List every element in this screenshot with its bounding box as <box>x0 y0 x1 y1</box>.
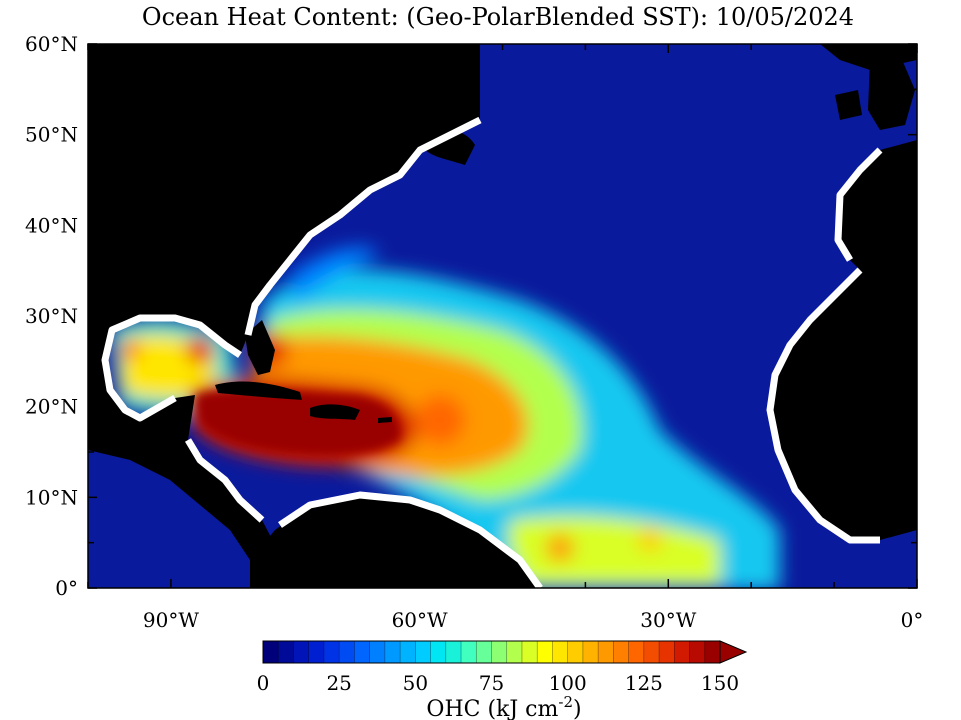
colorbar-swatch <box>293 641 310 663</box>
lat-tick-label: 40°N <box>25 213 78 237</box>
map-axes: 60°N 50°N 40°N 30°N 20°N 10°N 0° 90°W 60°W 30°W 0° <box>25 32 923 632</box>
colorbar-swatch <box>613 641 629 663</box>
lat-tick-label: 20°N <box>25 395 78 419</box>
colorbar-swatch <box>506 641 523 663</box>
colorbar-swatch <box>674 641 690 663</box>
colorbar-swatch <box>659 641 675 663</box>
colorbar-swatch <box>521 641 538 663</box>
colorbar-tick-label: 0 <box>257 671 270 695</box>
colorbar-swatch <box>491 641 508 663</box>
colorbar-swatch <box>689 641 706 663</box>
map-area <box>88 44 917 588</box>
colorbar-swatch <box>430 641 447 663</box>
colorbar-swatch <box>476 641 492 663</box>
colorbar-swatch <box>354 641 371 663</box>
colorbar-swatch <box>278 641 294 663</box>
colorbar-swatch <box>384 641 401 663</box>
unit-main: OHC (kJ cm <box>426 697 558 720</box>
colorbar-swatch <box>415 641 431 663</box>
colorbar-swatch <box>369 641 386 663</box>
colorbar-tick-label: 125 <box>625 671 663 695</box>
colorbar-swatch <box>461 641 477 663</box>
colorbar-swatch <box>552 641 569 663</box>
land-masses <box>88 44 917 588</box>
colorbar-tick-label: 25 <box>326 671 351 695</box>
lon-tick-label: 90°W <box>143 608 199 632</box>
colorbar-swatch <box>339 641 355 663</box>
colorbar-swatch <box>582 641 599 663</box>
coastal-nodata <box>101 116 883 588</box>
colorbar-tick-label: 150 <box>701 671 739 695</box>
map-title: Ocean Heat Content: (Geo-PolarBlended SS… <box>142 3 854 31</box>
colorbar-swatch <box>628 641 645 663</box>
lon-tick-label: 60°W <box>392 608 448 632</box>
unit-exponent: -2 <box>558 693 573 711</box>
colorbar: 0 25 50 75 100 125 150 <box>257 640 748 695</box>
colorbar-swatch <box>567 641 584 663</box>
colorbar-swatch <box>308 641 325 663</box>
colorbar-overflow-arrow <box>719 640 748 664</box>
colorbar-swatch <box>704 641 721 663</box>
ohc-core <box>195 389 401 457</box>
colorbar-unit-label: OHC (kJ cm-2) <box>426 693 581 720</box>
colorbar-swatch <box>263 641 279 663</box>
lon-tick-label: 30°W <box>640 608 696 632</box>
colorbar-swatch <box>400 641 416 663</box>
lat-tick-label: 0° <box>55 576 78 600</box>
colorbar-swatch <box>537 641 553 663</box>
colorbar-swatch <box>598 641 614 663</box>
colorbar-tick-label: 75 <box>479 671 504 695</box>
lat-tick-label: 60°N <box>25 32 78 56</box>
colorbar-swatch <box>323 641 340 663</box>
colorbar-swatch <box>643 641 660 663</box>
colorbar-tick-label: 100 <box>549 671 587 695</box>
lat-tick-label: 50°N <box>25 123 78 147</box>
colorbar-tick-label: 50 <box>403 671 428 695</box>
lat-tick-label: 30°N <box>25 304 78 328</box>
lat-tick-label: 10°N <box>25 485 78 509</box>
colorbar-swatch <box>445 641 462 663</box>
unit-close: ) <box>573 697 582 720</box>
lon-tick-label: 0° <box>901 608 924 632</box>
